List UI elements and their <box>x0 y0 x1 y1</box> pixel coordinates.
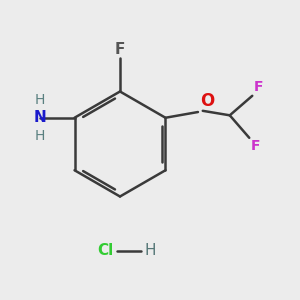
Text: Cl: Cl <box>98 243 114 258</box>
Text: H: H <box>35 128 45 142</box>
Text: O: O <box>200 92 214 110</box>
Text: F: F <box>254 80 263 94</box>
Text: F: F <box>251 139 260 153</box>
Text: H: H <box>144 243 155 258</box>
Text: N: N <box>34 110 46 125</box>
Text: H: H <box>35 93 45 107</box>
Text: F: F <box>115 42 125 57</box>
